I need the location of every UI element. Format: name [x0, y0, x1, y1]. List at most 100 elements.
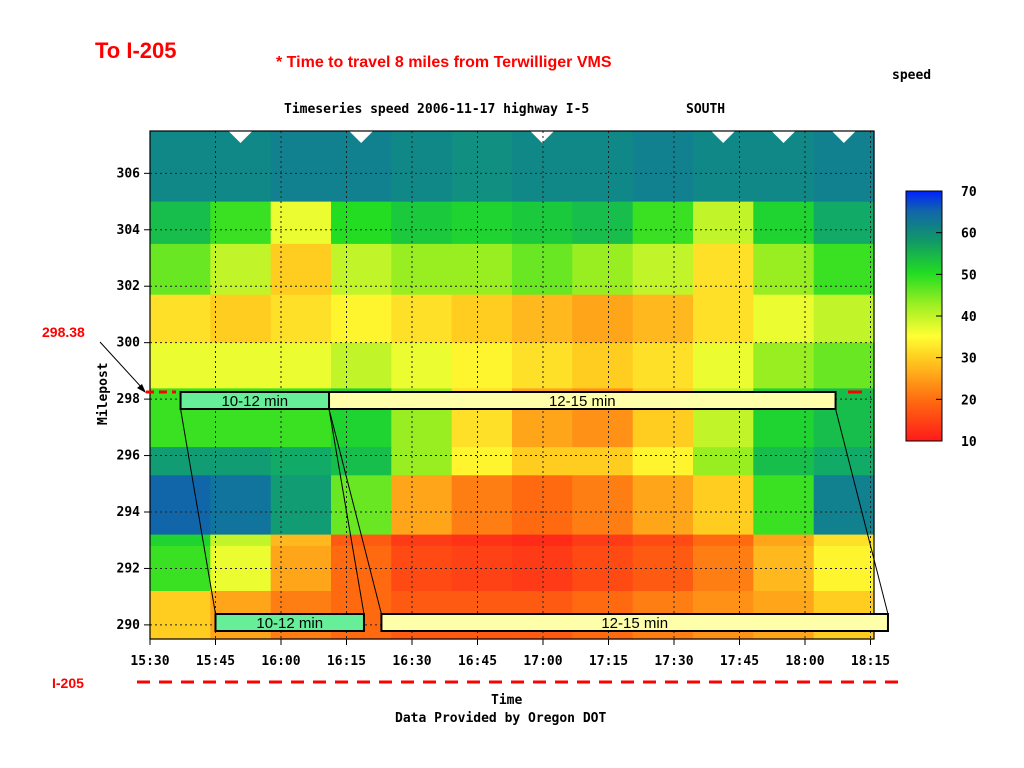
heatmap-cell-0-6: [512, 131, 573, 203]
heatmap-cell-1-5: [451, 201, 513, 245]
y-tick-label: 296: [117, 449, 141, 464]
heatmap-cell-8-4: [391, 534, 453, 547]
chart-title: Timeseries speed 2006-11-17 highway I-5: [284, 102, 589, 117]
heatmap-cell-6-6: [512, 447, 573, 476]
heatmap-cell-4-4: [391, 342, 453, 389]
y-tick-label: 292: [117, 561, 140, 576]
heatmap-cell-4-10: [753, 342, 815, 389]
heatmap-cell-8-2: [270, 534, 332, 547]
heatmap-cell-3-7: [572, 294, 634, 344]
heatmap-cell-7-11: [813, 475, 875, 536]
heatmap-cell-2-4: [391, 243, 453, 296]
heatmap-cell-6-5: [451, 447, 513, 476]
heatmap-cells: [150, 131, 875, 640]
heatmap-cell-8-3: [331, 534, 392, 547]
heatmap-cell-4-9: [693, 342, 754, 389]
x-tick-label: 15:30: [130, 654, 169, 669]
heatmap-cell-6-10: [753, 447, 815, 476]
colorbar-tick-label: 10: [961, 435, 977, 450]
heatmap-cell-7-10: [753, 475, 815, 536]
heatmap-cell-1-10: [753, 201, 815, 245]
heatmap-cell-0-8: [632, 131, 694, 203]
top-notch: [530, 131, 555, 143]
heatmap-cell-6-9: [693, 447, 754, 476]
heatmap-cell-0-4: [391, 131, 453, 203]
heatmap-cell-1-6: [512, 201, 573, 245]
heatmap-cell-6-0: [150, 447, 211, 476]
heatmap-cell-7-7: [572, 475, 634, 536]
heatmap-cell-9-6: [512, 545, 573, 592]
heatmap-cell-1-2: [270, 201, 332, 245]
top-notch: [349, 131, 374, 143]
heatmap-cell-3-6: [512, 294, 573, 344]
heatmap-cell-6-2: [270, 447, 332, 476]
heatmap-cell-7-6: [512, 475, 573, 536]
colorbar-tick-label: 50: [961, 268, 977, 283]
colorbar-tick-label: 60: [961, 227, 977, 242]
heatmap-cell-1-7: [572, 201, 634, 245]
heatmap-cell-8-6: [512, 534, 573, 547]
y-tick-label: 300: [117, 336, 141, 351]
heatmap-cell-0-7: [572, 131, 634, 203]
travel-time-connector: [328, 408, 382, 615]
heatmap-cell-1-4: [391, 201, 453, 245]
heatmap-cell-2-0: [150, 243, 211, 296]
heatmap-cell-2-1: [210, 243, 272, 296]
y-tick-labels: 306 304 302 300 298 296 294 292 290: [117, 166, 141, 633]
x-tick-label: 17:30: [654, 654, 693, 669]
heatmap-cell-2-2: [270, 243, 332, 296]
i205-boundary-label: I-205: [52, 675, 84, 691]
colorbar-tick-label: 40: [961, 310, 977, 325]
heatmap-cell-1-0: [150, 201, 211, 245]
y-axis-label: Milepost: [96, 362, 111, 425]
travel-time-connector: [328, 408, 365, 615]
heatmap-cell-1-3: [331, 201, 392, 245]
heatmap-cell-2-7: [572, 243, 634, 296]
x-tick-label: 16:15: [327, 654, 366, 669]
heatmap-cell-4-8: [632, 342, 694, 389]
legend-title: speed: [892, 68, 931, 83]
heatmap-cell-0-1: [210, 131, 272, 203]
heatmap-cell-3-0: [150, 294, 211, 344]
heatmap-cell-8-10: [753, 534, 815, 547]
heatmap-cell-8-11: [813, 534, 875, 547]
heatmap-cell-0-3: [331, 131, 392, 203]
colorbar-ticks: 70 60 50 40 30 20 10: [936, 185, 977, 450]
heatmap-cell-4-5: [451, 342, 513, 389]
colorbar-tick-label: 20: [961, 393, 977, 408]
plot-frame: [149, 130, 875, 640]
heatmap-cell-8-8: [632, 534, 694, 547]
heatmap-cell-3-8: [632, 294, 694, 344]
heatmap-cell-8-0: [150, 534, 211, 547]
heatmap-cell-1-11: [813, 201, 875, 245]
x-tick-label: 18:15: [851, 654, 890, 669]
x-tick-label: 17:00: [523, 654, 562, 669]
x-tick-label: 16:30: [392, 654, 431, 669]
heatmap-cell-2-6: [512, 243, 573, 296]
travel-time-connector: [835, 408, 889, 615]
heatmap-cell-6-11: [813, 447, 875, 476]
heatmap-cell-1-1: [210, 201, 272, 245]
heatmap-cell-3-3: [331, 294, 392, 344]
heatmap-cell-2-8: [632, 243, 694, 296]
heatmap-cell-2-3: [331, 243, 392, 296]
heatmap-cell-8-1: [210, 534, 272, 547]
to-i205-label: To I-205: [95, 38, 177, 63]
x-axis-label: Time: [491, 693, 522, 708]
heatmap-cell-8-5: [451, 534, 513, 547]
data-credit: Data Provided by Oregon DOT: [395, 711, 606, 726]
heatmap-cell-8-7: [572, 534, 634, 547]
x-tick-labels: 15:30 15:45 16:00 16:15 16:30 16:45 17:00 17:15…: [130, 654, 890, 669]
y-tick-label: 290: [117, 618, 141, 633]
heatmap-cell-2-10: [753, 243, 815, 296]
milepost-arrowhead: [137, 384, 146, 393]
heatmap-cell-2-5: [451, 243, 513, 296]
heatmap-cell-7-9: [693, 475, 754, 536]
heatmap-cell-0-5: [451, 131, 513, 203]
heatmap-cell-6-7: [572, 447, 634, 476]
heatmap-cell-7-0: [150, 475, 211, 536]
travel-time-label: 10-12 min: [256, 615, 323, 632]
heatmap-cell-7-8: [632, 475, 694, 536]
travel-time-box: [380, 613, 889, 632]
